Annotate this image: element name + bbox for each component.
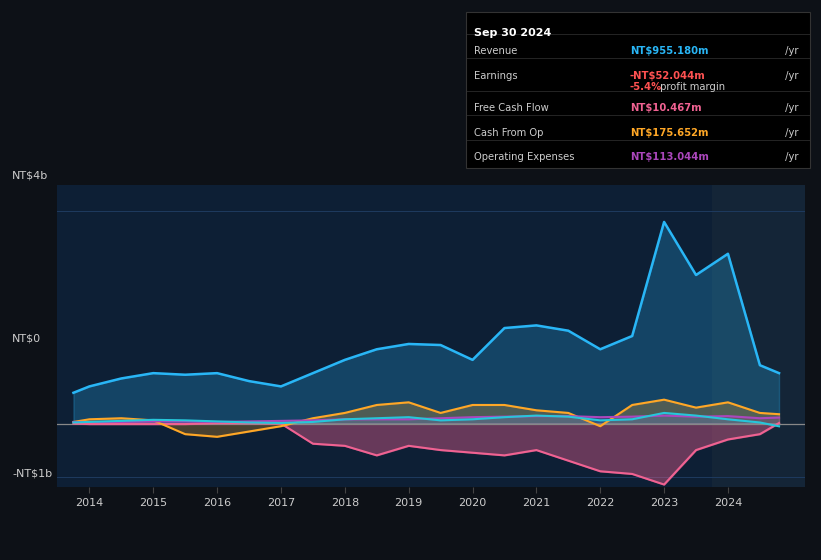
Text: Sep 30 2024: Sep 30 2024 [474,28,551,38]
Bar [712,185,805,487]
Text: -NT$1b: -NT$1b [12,468,53,478]
Text: NT$4b: NT$4b [12,170,48,180]
Text: Cash From Op: Cash From Op [474,128,544,138]
Text: Free Cash Flow: Free Cash Flow [474,103,548,113]
Text: /yr: /yr [782,152,798,162]
Text: profit margin: profit margin [657,82,725,92]
Text: NT$955.180m: NT$955.180m [630,46,709,56]
Text: -5.4%: -5.4% [630,82,662,92]
Text: /yr: /yr [782,71,798,81]
Text: -NT$52.044m: -NT$52.044m [630,71,705,81]
Text: NT$0: NT$0 [12,334,41,344]
Text: NT$175.652m: NT$175.652m [630,128,709,138]
Text: NT$113.044m: NT$113.044m [630,152,709,162]
Text: /yr: /yr [782,103,798,113]
Text: /yr: /yr [782,46,798,56]
Text: /yr: /yr [782,128,798,138]
Text: Operating Expenses: Operating Expenses [474,152,574,162]
Text: NT$10.467m: NT$10.467m [630,103,701,113]
Text: Earnings: Earnings [474,71,517,81]
Text: Revenue: Revenue [474,46,517,56]
